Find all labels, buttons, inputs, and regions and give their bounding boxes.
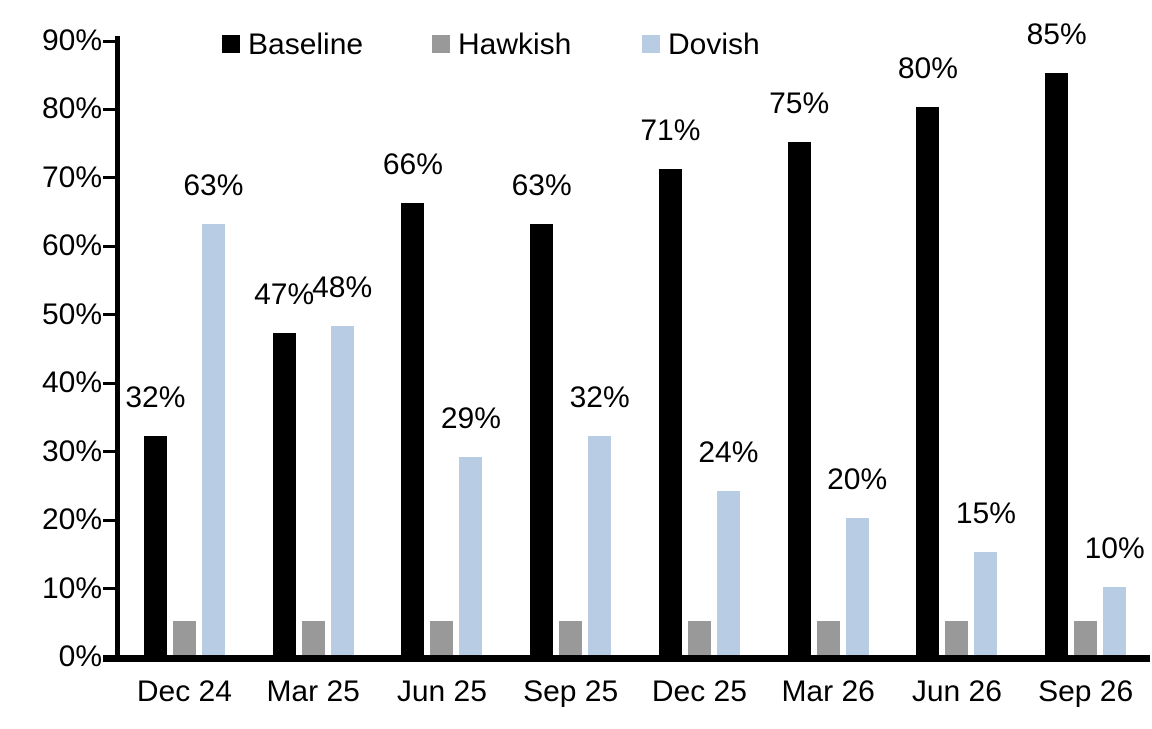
y-axis-tick (103, 244, 116, 248)
data-label-dovish-dec-25: 24% (698, 435, 759, 469)
y-axis-tick-label: 10% (41, 571, 102, 605)
y-axis-tick-label: 50% (41, 297, 102, 331)
data-label-dovish-sep-25: 32% (569, 380, 630, 414)
y-axis-tick (103, 107, 116, 111)
y-axis-tick-label: 80% (41, 92, 102, 126)
legend-label-baseline: Baseline (248, 28, 364, 61)
data-label-dovish-mar-25: 48% (312, 271, 373, 305)
y-axis-tick (103, 587, 116, 591)
data-label-baseline-sep-26: 85% (1026, 18, 1087, 52)
bar-baseline-jun-25 (401, 203, 425, 655)
bar-hawkish-sep-25 (559, 620, 583, 655)
y-axis-tick-label: 20% (41, 503, 102, 537)
bar-hawkish-sep-26 (1074, 620, 1098, 655)
y-axis-tick-label: 30% (41, 434, 102, 468)
data-label-baseline-dec-24: 32% (125, 380, 186, 414)
bar-dovish-mar-25 (330, 326, 354, 655)
y-axis-tick-label: 90% (41, 24, 102, 57)
legend-label-dovish: Dovish (668, 28, 760, 61)
data-label-baseline-mar-25: 47% (254, 278, 315, 312)
data-label-dovish-dec-24: 63% (183, 168, 244, 202)
y-axis-tick-label: 40% (41, 366, 102, 400)
data-label-baseline-jun-26: 80% (897, 52, 958, 86)
bar-hawkish-dec-25 (687, 620, 711, 655)
x-axis-label-sep-25: Sep 25 (523, 675, 619, 708)
legend-swatch-dovish (642, 35, 660, 53)
y-axis-tick (103, 176, 116, 180)
y-axis-tick-label: 60% (41, 229, 102, 263)
y-axis-tick (103, 313, 116, 317)
legend-swatch-hawkish (432, 35, 450, 53)
data-label-baseline-sep-25: 63% (511, 168, 572, 202)
x-axis-label-dec-24: Dec 24 (136, 675, 232, 708)
bar-baseline-mar-26 (787, 141, 811, 655)
data-label-baseline-dec-25: 71% (640, 114, 701, 148)
bar-dovish-dec-24 (201, 223, 225, 655)
bar-hawkish-mar-26 (816, 620, 840, 655)
x-axis-label-sep-26: Sep 26 (1038, 675, 1134, 708)
bar-baseline-jun-26 (916, 107, 940, 655)
y-axis-line (115, 36, 120, 662)
bar-baseline-mar-25 (272, 333, 296, 655)
bar-baseline-dec-25 (658, 169, 682, 655)
bar-hawkish-jun-26 (945, 620, 969, 655)
y-axis-tick-label: 0% (58, 640, 102, 673)
x-axis-label-jun-25: Jun 25 (396, 675, 487, 708)
bar-hawkish-jun-25 (430, 620, 454, 655)
legend-label-hawkish: Hawkish (458, 28, 572, 61)
bar-dovish-sep-26 (1103, 586, 1127, 655)
bar-hawkish-mar-25 (301, 620, 325, 655)
data-label-dovish-sep-26: 10% (1084, 531, 1145, 565)
x-axis-label-jun-26: Jun 26 (911, 675, 1002, 708)
y-axis-tick (103, 518, 116, 522)
y-axis-tick (103, 655, 116, 659)
data-label-dovish-jun-26: 15% (955, 497, 1016, 531)
bar-dovish-sep-25 (588, 435, 612, 655)
bar-baseline-sep-25 (530, 223, 554, 655)
y-axis-tick (103, 450, 116, 454)
x-axis-label-mar-25: Mar 25 (266, 675, 360, 708)
bar-dovish-jun-26 (974, 552, 998, 655)
data-label-baseline-jun-25: 66% (382, 148, 443, 182)
y-axis-tick-label: 70% (41, 160, 102, 194)
legend-swatch-baseline (222, 35, 240, 53)
data-label-dovish-jun-25: 29% (440, 401, 501, 435)
bar-hawkish-dec-24 (172, 620, 196, 655)
bar-dovish-dec-25 (716, 490, 740, 655)
bar-baseline-dec-24 (143, 435, 167, 655)
bar-baseline-sep-26 (1045, 73, 1069, 655)
bar-dovish-mar-26 (845, 518, 869, 655)
data-label-baseline-mar-26: 75% (769, 86, 830, 120)
x-axis-label-mar-26: Mar 26 (781, 675, 875, 708)
y-axis-tick (103, 39, 116, 43)
data-label-dovish-mar-26: 20% (827, 463, 888, 497)
x-axis-line (103, 655, 1150, 662)
x-axis-label-dec-25: Dec 25 (651, 675, 747, 708)
y-axis-tick (103, 381, 116, 385)
bar-dovish-jun-25 (459, 456, 483, 655)
